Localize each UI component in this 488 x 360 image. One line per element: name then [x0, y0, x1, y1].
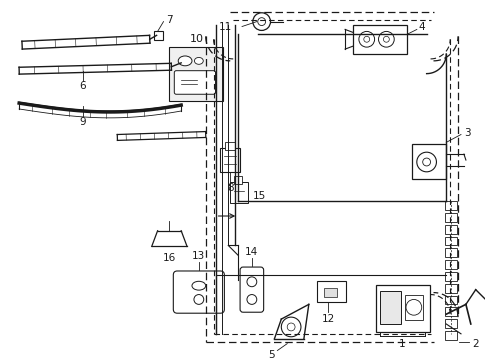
Circle shape [422, 158, 429, 166]
Text: 3: 3 [464, 127, 470, 138]
Circle shape [405, 300, 421, 315]
Circle shape [286, 323, 294, 331]
FancyBboxPatch shape [173, 271, 224, 313]
Bar [169, 47, 223, 101]
Bar [445, 307, 456, 316]
Text: 5: 5 [267, 350, 274, 360]
Bar [323, 288, 337, 297]
Text: 7: 7 [166, 15, 172, 24]
Circle shape [416, 152, 436, 172]
FancyBboxPatch shape [174, 71, 215, 94]
Text: 1: 1 [398, 339, 405, 348]
Circle shape [281, 317, 300, 337]
Bar [445, 319, 456, 328]
Ellipse shape [192, 281, 205, 290]
Ellipse shape [178, 56, 192, 66]
Bar [445, 260, 456, 269]
Bar [352, 24, 406, 54]
Bar [153, 31, 162, 40]
Bar [225, 142, 235, 150]
FancyBboxPatch shape [240, 267, 263, 312]
Bar [234, 176, 242, 184]
Bar [230, 182, 247, 203]
Circle shape [378, 31, 393, 47]
Text: 10: 10 [189, 34, 203, 44]
Circle shape [383, 36, 388, 42]
Text: 4: 4 [418, 22, 424, 32]
Text: 9: 9 [80, 117, 86, 127]
Circle shape [257, 18, 265, 26]
Bar [445, 225, 456, 234]
Text: 13: 13 [192, 251, 205, 261]
Bar [445, 248, 456, 257]
Text: 12: 12 [321, 314, 334, 324]
Bar [404, 294, 422, 320]
Bar [445, 331, 456, 340]
Text: 8: 8 [226, 183, 233, 193]
Bar [445, 237, 456, 246]
Bar [445, 284, 456, 293]
Text: 2: 2 [471, 339, 478, 348]
Text: 15: 15 [252, 192, 265, 201]
Circle shape [194, 294, 203, 304]
Text: 11: 11 [219, 22, 232, 32]
Circle shape [246, 294, 256, 304]
Text: 6: 6 [80, 81, 86, 91]
Bar [375, 285, 428, 332]
Circle shape [252, 13, 270, 31]
Bar [445, 296, 456, 304]
Circle shape [358, 31, 374, 47]
Text: 14: 14 [245, 247, 258, 257]
Ellipse shape [194, 58, 203, 64]
Circle shape [363, 36, 369, 42]
Bar [220, 148, 240, 172]
Circle shape [246, 277, 256, 287]
Bar [445, 201, 456, 210]
Bar [316, 281, 346, 302]
Bar [445, 272, 456, 281]
Bar [445, 213, 456, 222]
Bar [379, 291, 400, 324]
Text: 16: 16 [163, 253, 176, 263]
Bar [411, 144, 446, 179]
